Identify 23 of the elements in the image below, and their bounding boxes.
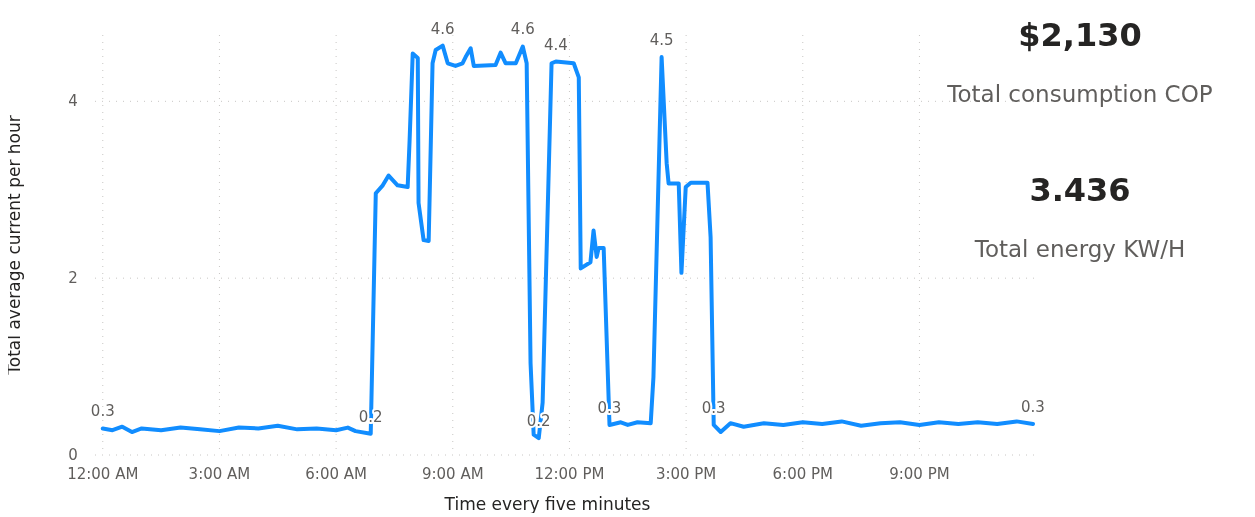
data-label: 0.3	[90, 402, 115, 421]
x-tick-label: 6:00 PM	[772, 465, 833, 483]
x-tick-label: 12:00 PM	[534, 465, 605, 483]
data-label: 4.4	[543, 35, 568, 54]
annotation: Total energy KW/H	[973, 236, 1186, 262]
x-axis-title: Time every five minutes	[443, 494, 651, 514]
data-label: 0.3	[1021, 398, 1045, 417]
data-label: 4.6	[430, 19, 455, 38]
y-tick-label: 4	[68, 92, 78, 111]
annotation: Total consumption COP	[946, 81, 1213, 107]
x-tick-label: 12:00 AM	[67, 465, 139, 483]
x-tick-label: 6:00 AM	[305, 465, 367, 483]
x-tick-label: 3:00 PM	[655, 465, 717, 483]
x-tick-label: 3:00 AM	[188, 465, 251, 483]
y-tick-label: 2	[68, 269, 78, 288]
data-label: 4.6	[510, 20, 535, 39]
x-tick-label: 9:00 PM	[889, 465, 950, 483]
y-tick-label: 0	[68, 446, 78, 464]
annotation: $2,130	[1018, 16, 1142, 54]
y-axis-title: Total average current per hour	[4, 115, 24, 376]
annotation: 3.436	[1029, 171, 1131, 209]
x-tick-label: 9:00 AM	[421, 465, 484, 483]
data-label: 4.5	[649, 31, 674, 50]
